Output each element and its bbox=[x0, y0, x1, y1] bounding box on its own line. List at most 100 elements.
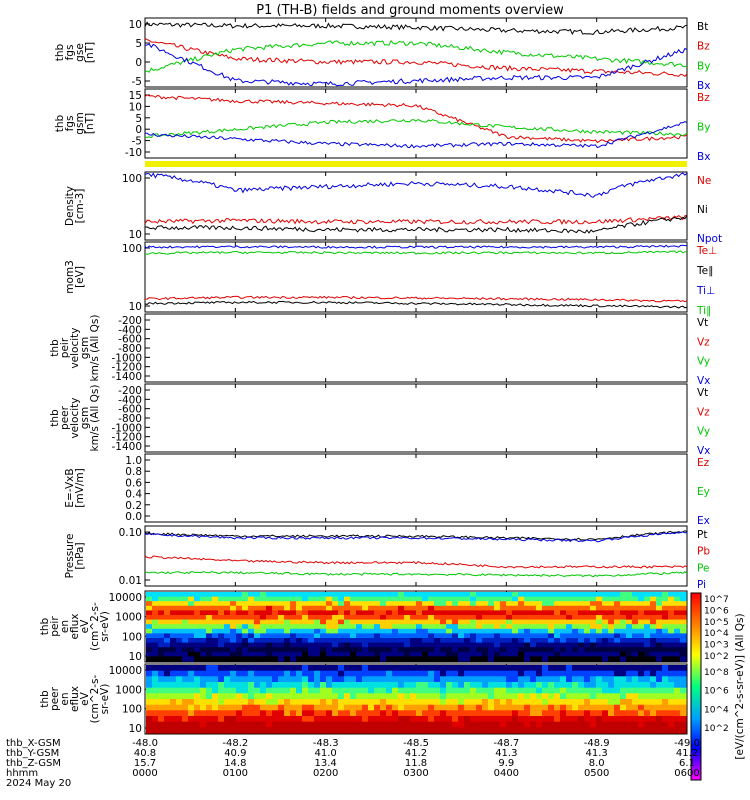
series-density-Ne bbox=[144, 214, 688, 225]
ylabel-line: mom3 bbox=[64, 260, 76, 294]
ytick-label: -400 bbox=[118, 324, 142, 336]
ylabel-line: [mV/m] bbox=[74, 468, 86, 507]
legend-Bz: Bz bbox=[697, 92, 710, 104]
series-density-Ni bbox=[144, 214, 688, 234]
ytick-label: 0.2 bbox=[125, 500, 142, 512]
xaxis-row-label: thb_X-GSM bbox=[6, 738, 61, 749]
series-fgs_gsm-By bbox=[144, 119, 688, 139]
xaxis-value: -48.2 bbox=[222, 738, 248, 749]
series-fgs_gsm-Bx bbox=[144, 121, 688, 149]
legend-Pe: Pe bbox=[697, 562, 709, 574]
legend-Bx: Bx bbox=[697, 151, 710, 163]
ylabel-line: thb bbox=[54, 114, 66, 132]
xaxis-value: 14.8 bbox=[224, 758, 246, 769]
series-temp-Ti⊥ bbox=[144, 244, 688, 249]
series-pressure-Pb bbox=[144, 555, 688, 569]
ytick-label: -1400 bbox=[111, 441, 142, 453]
ylabel-line: [nPa] bbox=[74, 542, 86, 569]
legend-Ne: Ne bbox=[697, 175, 711, 187]
plot-title: P1 (TH-B) fields and ground moments over… bbox=[256, 3, 564, 18]
xaxis-value: 0300 bbox=[403, 768, 428, 779]
series-fgs_gse-Bt bbox=[144, 21, 688, 35]
legend-Vt: Vt bbox=[697, 317, 708, 329]
series-temp-Te⊥ bbox=[144, 295, 688, 303]
legend-Vt: Vt bbox=[697, 387, 708, 399]
xaxis-value: 40.8 bbox=[134, 748, 156, 759]
legend-Ey: Ey bbox=[697, 486, 710, 498]
colorbar-tick: 10^8 bbox=[704, 668, 729, 678]
ylabel-line: gsm bbox=[79, 407, 91, 429]
ylabel-line: [nT] bbox=[84, 113, 96, 134]
ylabel-line: [cm-3] bbox=[74, 189, 86, 224]
panel-frame-fgs_gsm bbox=[144, 88, 688, 159]
series-fgs_gse-Bx bbox=[144, 43, 688, 87]
ylabel-line: (cm^2-s- bbox=[89, 602, 101, 651]
legend-Bx: Bx bbox=[697, 80, 710, 92]
ytick-label: 10 bbox=[129, 101, 142, 113]
legend-Vx: Vx bbox=[697, 375, 710, 387]
xaxis-value: -48.7 bbox=[493, 738, 519, 749]
colorbar-tick: 10^4 bbox=[704, 705, 729, 715]
legend-Pi: Pi bbox=[697, 579, 706, 591]
ytick-label: 0.4 bbox=[125, 489, 142, 501]
ylabel-line: thb bbox=[49, 339, 61, 357]
legend-Vx: Vx bbox=[697, 445, 710, 457]
series-pressure-Pt bbox=[144, 530, 688, 541]
ylabel-line: fgs bbox=[64, 116, 76, 132]
xaxis-value: 41.2 bbox=[405, 748, 427, 759]
panel-frame-temp bbox=[144, 241, 688, 313]
ytick-label: 1.0 bbox=[125, 455, 142, 467]
series-pressure-Pe bbox=[144, 571, 688, 578]
ytick-label: 10 bbox=[129, 229, 142, 241]
ytick-label: 100 bbox=[122, 704, 142, 716]
ytick-label: -5 bbox=[132, 136, 142, 148]
ylabel-line: peir bbox=[59, 337, 71, 358]
ytick-label: 0.01 bbox=[119, 575, 142, 587]
ylabel-line: eV bbox=[79, 619, 91, 633]
ytick-label: 10 bbox=[129, 301, 142, 313]
ytick-label: -600 bbox=[118, 404, 142, 416]
xaxis-value: -48.5 bbox=[403, 738, 429, 749]
series-pressure-Pi bbox=[144, 531, 687, 543]
ytick-label: 10 bbox=[129, 723, 142, 735]
ytick-label: 1000 bbox=[115, 684, 142, 696]
ylabel-line: Pressure bbox=[64, 534, 76, 579]
ylabel-line: eflux bbox=[69, 686, 81, 712]
ylabel-line: (cm^2-s- bbox=[89, 674, 101, 723]
ylabel-line: E=-VxB bbox=[64, 468, 76, 507]
legend-Vz: Vz bbox=[697, 406, 710, 418]
xaxis-value: -48.3 bbox=[313, 738, 339, 749]
legend-Ex: Ex bbox=[697, 515, 710, 527]
legend-Vz: Vz bbox=[697, 336, 710, 348]
xaxis-value: -49.0 bbox=[674, 738, 700, 749]
colorbar-tick: 10^5 bbox=[704, 618, 729, 628]
ylabel-line: [nT] bbox=[84, 42, 96, 63]
xaxis-value: 0000 bbox=[132, 768, 157, 779]
colorbar-tick: 10^6 bbox=[704, 606, 729, 616]
ytick-label: 0.6 bbox=[125, 477, 142, 489]
legend-Te⊥: Te⊥ bbox=[696, 245, 717, 257]
ylabel-line: Density bbox=[64, 186, 76, 226]
xaxis-value: 0500 bbox=[584, 768, 609, 779]
ylabel-line: thb bbox=[54, 43, 66, 61]
series-temp-Te∥ bbox=[144, 300, 688, 309]
date-label: 2024 May 20 bbox=[6, 778, 71, 789]
ytick-label: -200 bbox=[118, 385, 142, 397]
ylabel-line: sr-eV) bbox=[99, 611, 111, 642]
xaxis-value: 15.7 bbox=[134, 758, 156, 769]
ytick-label: -800 bbox=[118, 343, 142, 355]
ytick-label: 0.10 bbox=[119, 527, 142, 539]
ylabel-line: peir bbox=[49, 616, 61, 637]
ytick-label: 0.0 bbox=[125, 511, 142, 523]
ytick-label: 0.8 bbox=[125, 466, 142, 478]
series-density-Npot bbox=[144, 172, 688, 198]
ylabel-line: km/s (All Qs) bbox=[89, 315, 101, 382]
xaxis-value: 40.9 bbox=[224, 748, 246, 759]
series-fgs_gse-By bbox=[144, 39, 688, 73]
xaxis-value: 41.0 bbox=[315, 748, 337, 759]
xaxis-value: 41.3 bbox=[586, 748, 608, 759]
ytick-label: -5 bbox=[132, 76, 142, 88]
mode-bar bbox=[145, 161, 687, 167]
ytick-label: 10000 bbox=[109, 665, 142, 677]
xaxis-value: 41.2 bbox=[676, 748, 698, 759]
